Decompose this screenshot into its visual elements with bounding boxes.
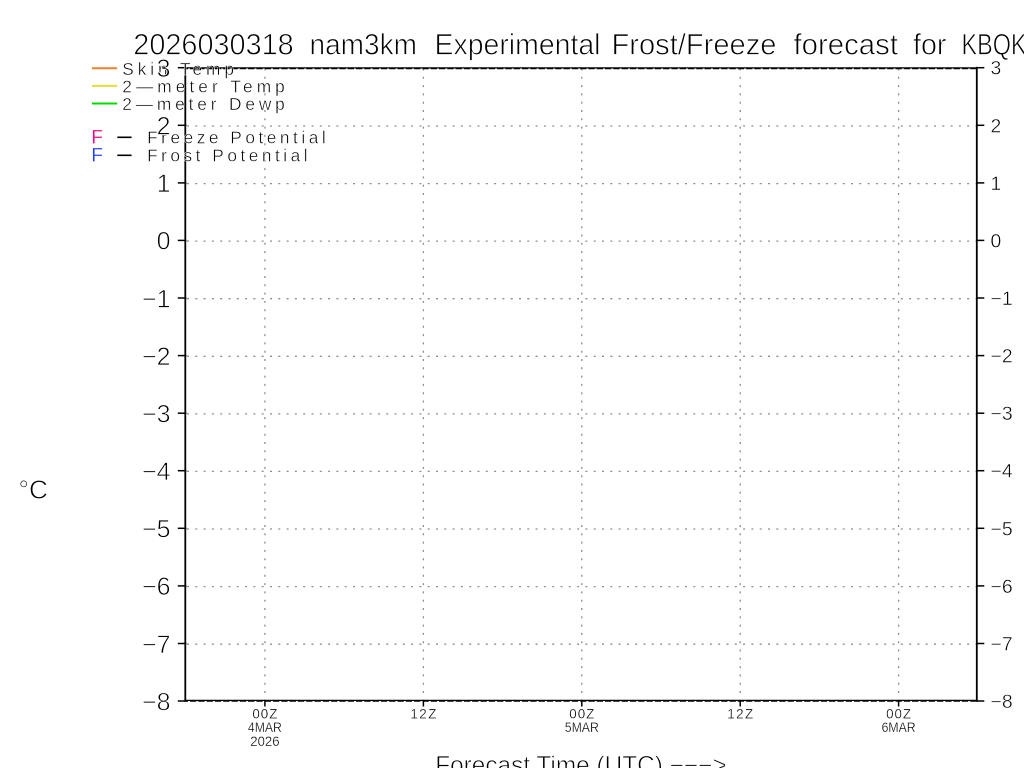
svg-text:−4: −4 — [142, 458, 171, 486]
svg-text:°C: °C — [19, 474, 48, 504]
svg-text:nam3km: nam3km — [310, 29, 418, 62]
svg-text:3: 3 — [991, 58, 1002, 80]
svg-text:−6: −6 — [142, 573, 171, 601]
svg-text:−6: −6 — [991, 576, 1013, 598]
svg-text:2—meter Dewp: 2—meter Dewp — [122, 94, 284, 114]
svg-text:Forecast Time (UTC) −−−>: Forecast Time (UTC) −−−> — [435, 752, 727, 768]
svg-text:−8: −8 — [991, 691, 1013, 713]
svg-text:2026030318: 2026030318 — [133, 29, 293, 62]
svg-text:KBQK: KBQK — [962, 29, 1024, 62]
svg-text:−7: −7 — [991, 634, 1013, 656]
svg-text:3: 3 — [157, 55, 171, 83]
svg-text:for: for — [913, 29, 946, 62]
svg-text:0: 0 — [991, 230, 1002, 252]
svg-text:−3: −3 — [991, 403, 1013, 425]
svg-text:Experimental: Experimental — [435, 29, 601, 62]
svg-text:00Z: 00Z — [569, 707, 594, 722]
svg-text:−1: −1 — [991, 288, 1013, 310]
svg-text:12Z: 12Z — [727, 707, 753, 722]
svg-text:2—meter Temp: 2—meter Temp — [122, 77, 284, 97]
svg-text:−5: −5 — [991, 518, 1013, 540]
svg-text:−2: −2 — [991, 346, 1013, 368]
svg-text:5MAR: 5MAR — [565, 720, 599, 735]
svg-text:1: 1 — [157, 170, 171, 198]
svg-text:Frost Potential: Frost Potential — [147, 146, 308, 166]
svg-text:Freeze Potential: Freeze Potential — [147, 128, 326, 148]
svg-text:4MAR: 4MAR — [248, 720, 282, 735]
svg-text:12Z: 12Z — [410, 707, 436, 722]
svg-text:00Z: 00Z — [252, 707, 277, 722]
svg-text:−8: −8 — [142, 688, 171, 716]
svg-text:F: F — [91, 145, 103, 167]
svg-text:2: 2 — [157, 113, 171, 141]
svg-text:2026: 2026 — [250, 734, 279, 749]
svg-text:F: F — [91, 127, 103, 149]
svg-text:2: 2 — [991, 115, 1002, 137]
svg-text:−5: −5 — [142, 516, 171, 544]
svg-text:1: 1 — [991, 173, 1002, 195]
svg-text:6MAR: 6MAR — [882, 720, 916, 735]
svg-text:−3: −3 — [142, 401, 171, 429]
svg-text:forecast: forecast — [794, 29, 899, 62]
svg-text:0: 0 — [157, 228, 171, 256]
svg-text:−1: −1 — [142, 285, 171, 313]
svg-text:−2: −2 — [142, 343, 171, 371]
svg-text:−7: −7 — [142, 631, 171, 659]
svg-text:00Z: 00Z — [886, 707, 911, 722]
svg-text:Frost/Freeze: Frost/Freeze — [612, 29, 777, 62]
svg-text:−4: −4 — [991, 461, 1013, 483]
